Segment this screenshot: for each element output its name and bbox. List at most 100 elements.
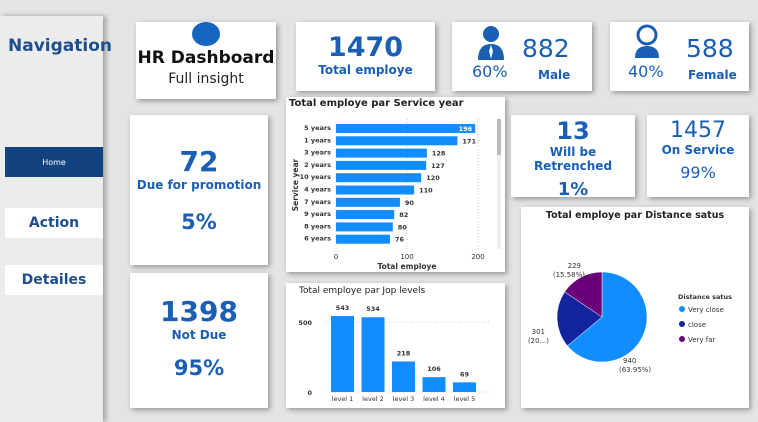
y-axis-label: Service year: [291, 158, 300, 211]
data-label: 128: [432, 150, 446, 158]
chart-title: Total employe par Service year: [289, 98, 464, 109]
bar: [336, 148, 427, 158]
legend-label: Very close: [688, 306, 724, 314]
promotion-label: Due for promotion: [136, 178, 262, 192]
notdue-pct: 95%: [173, 356, 225, 380]
bar: [336, 222, 393, 232]
retrenched-label: Will be Retrenched: [533, 145, 613, 173]
data-label: 543: [336, 304, 350, 312]
bar: [336, 197, 400, 207]
retrenched-value: 13: [556, 117, 590, 145]
bar: [336, 210, 395, 220]
onservice-value: 1457: [670, 118, 726, 143]
y-tick-label: 2 years: [304, 161, 331, 169]
x-tick-label: 0: [334, 253, 338, 261]
onservice-card: 1457 On Service 99%: [647, 115, 749, 197]
data-label: 120: [426, 174, 440, 182]
chart-scrollbar[interactable]: [497, 119, 501, 249]
x-tick-label: level 4: [423, 395, 445, 403]
data-label: 82: [399, 211, 408, 219]
slice-value-label: 940: [623, 357, 636, 365]
x-tick-label: level 1: [332, 395, 354, 403]
pie-slice: [564, 271, 603, 318]
bar: [331, 315, 354, 392]
x-tick-label: level 2: [362, 395, 384, 403]
notdue-label: Not Due: [171, 328, 227, 342]
y-tick-label: 500: [298, 319, 312, 327]
legend-marker: [679, 336, 685, 342]
data-label: 127: [431, 162, 445, 170]
onservice-pct: 99%: [680, 163, 716, 182]
logo-icon: [192, 22, 220, 46]
distance-pie: 940(63.95%) 301(20...) 229(15.58%) Distance…: [528, 262, 732, 374]
service-year-bars: 0 100 200 5 years 196 1 years 171 3 years 128 2 y…: [291, 119, 485, 271]
male-label: Male: [538, 68, 571, 82]
total-value: 1470: [327, 32, 404, 63]
legend-marker: [679, 306, 685, 312]
legend-marker: [679, 321, 685, 327]
slice-pct-label: (20...): [528, 337, 549, 345]
y-tick-label: 5 years: [304, 124, 331, 132]
x-tick-label: 200: [471, 253, 484, 261]
nav-home-button[interactable]: Home: [5, 147, 103, 177]
promotion-pct: 5%: [181, 210, 217, 234]
male-pct: 60%: [472, 62, 508, 81]
y-tick-label: 7 years: [304, 198, 331, 206]
x-axis-label: Total employe: [377, 262, 436, 271]
total-label: Total employe: [318, 63, 413, 77]
bar: [336, 136, 458, 146]
female-label: Female: [688, 68, 737, 82]
female-icon: [635, 24, 659, 58]
data-label: 218: [397, 349, 411, 357]
nav-action-button[interactable]: Action: [5, 208, 103, 238]
data-label: 196: [459, 125, 473, 133]
nav-title: Navigation: [8, 36, 112, 56]
legend-title: Distance satus: [678, 293, 732, 301]
page-title: HR Dashboard: [137, 48, 275, 68]
data-label: 171: [462, 137, 476, 145]
job-levels-chart: Total employe par Jop levels 0 500 543 leve…: [286, 283, 505, 408]
data-label: 69: [460, 370, 470, 378]
y-tick-label: 8 years: [304, 222, 331, 230]
female-value: 588: [686, 34, 734, 63]
job-level-bars: 0 500 543 level 1 534 level 2 218 level 3 106 lev…: [298, 304, 491, 403]
retrenched-card: 13 Will be Retrenched 1%: [511, 115, 635, 200]
female-pct: 40%: [628, 62, 664, 81]
total-card: 1470 Total employe: [296, 22, 435, 91]
legend-label: close: [688, 321, 706, 329]
onservice-label: On Service: [661, 143, 735, 157]
slice-pct-label: (15.58%): [553, 271, 585, 279]
y-tick-label: 3 years: [304, 149, 331, 157]
data-label: 80: [398, 223, 408, 231]
distance-chart: Total employe par Distance satus 940 (63.…: [521, 207, 749, 408]
data-label: 110: [419, 187, 433, 195]
data-label: 106: [427, 365, 441, 373]
male-icon: [478, 26, 504, 60]
slice-value-label: 229: [568, 262, 581, 270]
bar: [361, 317, 385, 392]
pie-slice: [556, 291, 603, 347]
header-card: HR Dashboard Full insight: [136, 22, 276, 99]
y-tick-label: 6 years: [304, 235, 331, 243]
data-label: 534: [366, 305, 380, 313]
y-tick-label: 10 years: [300, 173, 332, 181]
x-tick-label: 100: [400, 253, 413, 261]
bar: [336, 185, 415, 195]
promotion-card: 72 Due for promotion 5%: [130, 115, 268, 265]
bar: [422, 377, 446, 392]
legend-label: Very far: [688, 336, 716, 344]
x-tick-label: level 5: [454, 395, 476, 403]
slice-pct-label: (63.95%): [619, 366, 651, 374]
pie-slice: [567, 271, 648, 363]
nav-details-button[interactable]: Detailes: [5, 265, 103, 295]
male-value: 882: [522, 34, 570, 63]
promotion-value: 72: [179, 145, 219, 178]
sidebar: Navigation Home Action Detailes: [0, 16, 112, 422]
bar: [336, 173, 422, 183]
y-tick-label: 4 years: [304, 186, 331, 194]
slice-value-label: 301: [532, 328, 545, 336]
y-tick-label: 1 years: [304, 136, 331, 144]
notdue-value: 1398: [160, 295, 238, 328]
bar: [392, 361, 415, 392]
service-year-chart: Total employe par Service year 0 100 200 5 …: [286, 97, 505, 272]
